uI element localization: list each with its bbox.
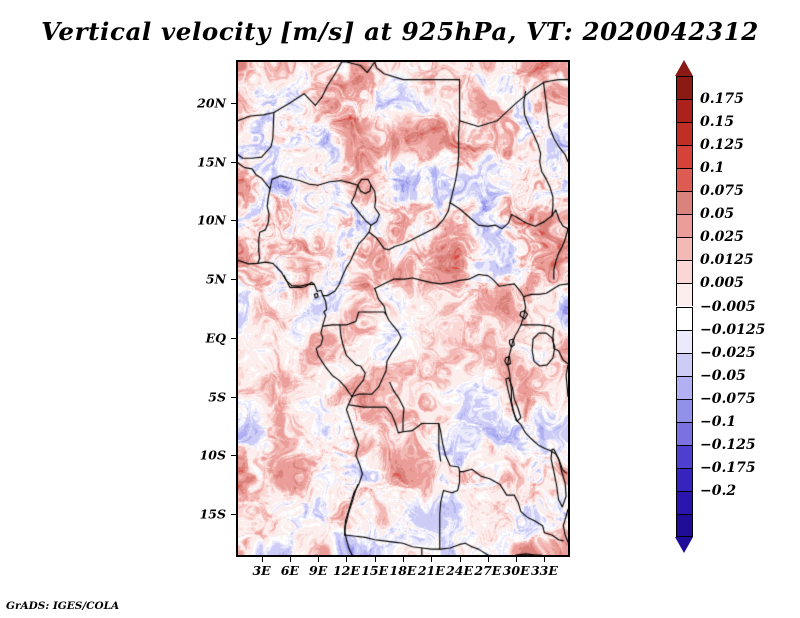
colorbar-segment [676,352,693,376]
colorbar-segment [676,375,693,399]
colorbar-tick-label: −0.05 [700,367,746,384]
y-axis-tick [231,513,236,515]
y-axis-tick [231,161,236,163]
colorbar-tick-label: 0.005 [700,275,744,292]
colorbar-segment [676,99,693,123]
colorbar-tick-label: −0.175 [700,459,756,476]
colorbar-segment [676,237,693,261]
colorbar-segment [676,191,693,215]
country-borders-overlay [238,62,568,555]
colorbar-tick-label: 0.1 [700,160,725,177]
y-axis-tick [231,455,236,457]
y-axis-label: 10N [197,212,226,228]
colorbar-tick-label: −0.2 [700,482,737,499]
colorbar-segment [676,214,693,238]
x-axis-label: 3E [252,563,271,578]
y-axis-label: 5N [205,271,226,287]
x-axis-label: 6E [280,563,299,578]
colorbar-tick-label: −0.025 [700,344,756,361]
y-axis-label: 20N [197,95,226,111]
x-axis-label: 33E [530,563,558,578]
y-axis-label: 15N [197,154,226,170]
y-axis-label: 10S [199,447,226,463]
colorbar-tick-label: 0.0125 [700,252,754,269]
x-axis-label: 9E [309,563,328,578]
colorbar-tick-label: −0.075 [700,390,756,407]
page-title: Vertical velocity [m/s] at 925hPa, VT: 2… [41,17,759,46]
x-axis-label: 15E [361,563,389,578]
x-axis-label: 21E [417,563,445,578]
x-axis-tick [544,557,546,562]
x-axis-tick [403,557,404,562]
x-axis-label: 24E [446,563,474,578]
colorbar-arrow-down [675,537,693,553]
colorbar-segment [676,76,693,100]
x-axis-tick [487,557,489,562]
colorbar-segment [676,513,693,537]
colorbar-segment [676,260,693,284]
map-panel [236,60,570,557]
x-axis-tick [346,557,348,562]
colorbar-segment [676,490,693,514]
colorbar-segment [676,444,693,468]
y-axis-tick [231,220,236,222]
colorbar-segment [676,421,693,445]
colorbar-tick-label: 0.15 [700,114,735,131]
x-axis-tick [261,557,263,562]
x-axis-tick [459,557,461,562]
colorbar-tick-label: −0.1 [700,413,737,430]
colorbar-segment [676,306,693,330]
colorbar-segment [676,283,693,307]
x-axis-tick [516,557,518,562]
colorbar-segment [676,145,693,169]
colorbar-tick-label: 0.05 [700,206,735,223]
colorbar-arrow-up [675,60,693,76]
colorbar-segment [676,467,693,491]
colorbar-tick-label: 0.175 [700,91,744,108]
colorbar-tick-label: −0.125 [700,436,756,453]
colorbar-segment [676,122,693,146]
y-axis-label: 5S [208,389,226,405]
attribution-label: GrADS: IGES/COLA [6,600,120,612]
x-axis-label: 18E [389,563,417,578]
y-axis-tick [231,337,236,339]
colorbar [675,60,693,553]
y-axis-label: 15S [199,506,226,522]
x-axis-label: 30E [502,563,530,578]
colorbar-segment [676,329,693,353]
colorbar-tick-label: 0.025 [700,229,744,246]
colorbar-tick-label: −0.0125 [700,321,766,338]
x-axis-label: 12E [332,563,360,578]
x-axis-label: 27E [474,563,502,578]
x-axis-tick [318,557,320,562]
colorbar-segment [676,168,693,192]
colorbar-tick-label: 0.075 [700,183,744,200]
colorbar-tick-label: 0.125 [700,137,744,154]
x-axis-tick [374,557,376,562]
colorbar-tick-label: −0.005 [700,298,756,315]
x-axis-tick [431,557,433,562]
y-axis-tick [231,279,236,281]
y-axis-tick [231,103,236,105]
colorbar-segment [676,398,693,422]
y-axis-tick [231,396,236,398]
y-axis-label: EQ [205,330,226,346]
x-axis-tick [289,557,291,562]
